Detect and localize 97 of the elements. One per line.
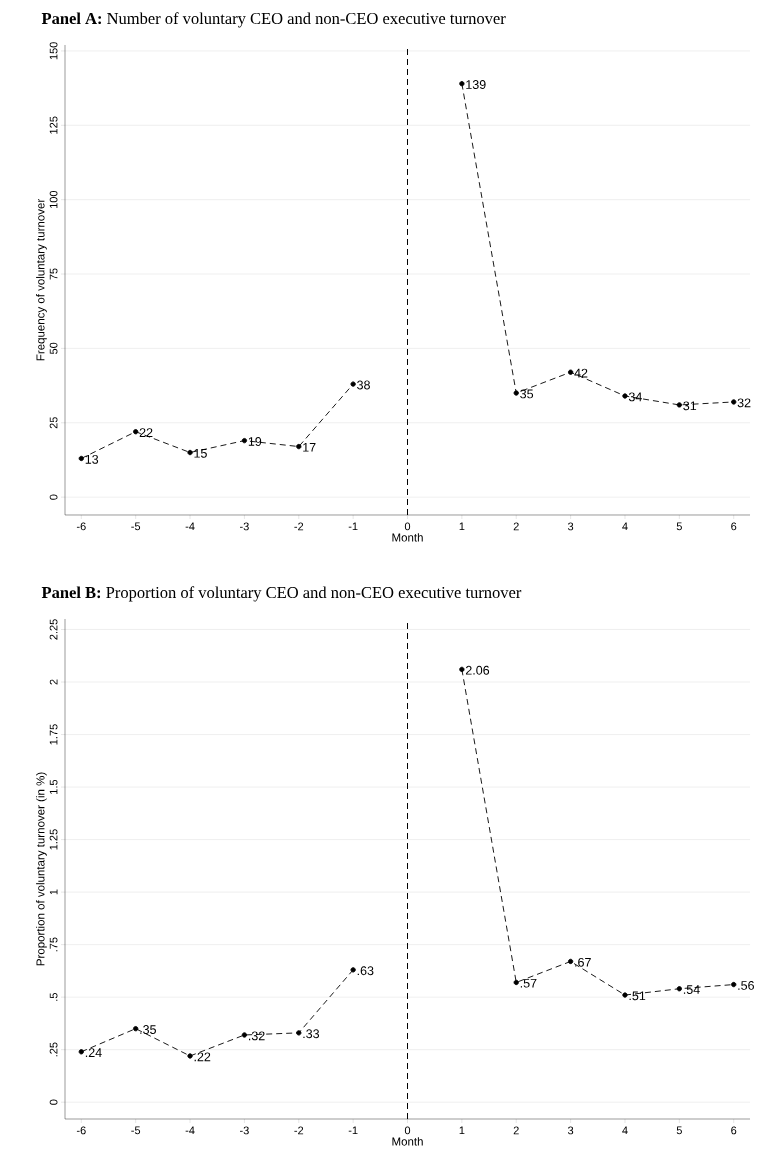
point: [622, 992, 628, 998]
point: [296, 443, 302, 450]
y-tick-label: .75: [49, 937, 58, 952]
y-tick-label: 0: [49, 1099, 58, 1105]
point: [296, 1030, 302, 1036]
x-tick-label: 1: [459, 1126, 465, 1135]
x-tick-label: -1: [348, 522, 358, 531]
x-tick-label: 6: [731, 1126, 737, 1135]
point: [78, 1049, 84, 1055]
data-label: 17: [303, 443, 316, 452]
y-tick-label: 125: [49, 116, 58, 134]
point: [676, 402, 682, 408]
data-label: 139: [466, 80, 486, 89]
data-label: 22: [139, 428, 153, 437]
chart-title: Panel A: Number of voluntary CEO and non-CEO executive turnover: [41, 12, 506, 28]
y-tick-label: 2.25: [49, 619, 58, 640]
point: [459, 81, 465, 87]
data-label: 19: [248, 437, 262, 446]
x-tick-label: -6: [76, 1126, 86, 1135]
data-label: .56: [738, 981, 754, 990]
point: [187, 449, 193, 456]
data-label: .63: [357, 966, 374, 976]
x-tick-label: -6: [76, 522, 86, 531]
x-tick-label: 2: [513, 1126, 519, 1135]
x-tick-label: -2: [294, 522, 304, 531]
point: [622, 393, 628, 399]
x-tick-label: 0: [404, 522, 411, 531]
chart-title: Panel B: Proportion of voluntary CEO and non-CEO executive turnover: [41, 586, 522, 602]
point: [187, 1053, 193, 1059]
point: [731, 981, 737, 988]
data-label: .22: [194, 1052, 211, 1062]
point: [567, 958, 574, 965]
data-label: 42: [574, 368, 588, 378]
x-tick-label: 3: [567, 1126, 574, 1135]
y-tick-label: 50: [49, 342, 58, 355]
data-label: .54: [683, 985, 700, 994]
data-label: 35: [520, 389, 534, 399]
data-label: .33: [303, 1029, 320, 1039]
y-tick-label: 1: [49, 889, 58, 895]
y-axis-title: Frequency of voluntary turnover: [36, 199, 47, 361]
y-axis-title: Proportion of voluntary turnover (in %): [36, 772, 47, 966]
point: [350, 381, 356, 387]
data-label: .51: [629, 991, 646, 1001]
x-tick-label: 4: [622, 1126, 628, 1135]
y-tick-label: 2: [49, 679, 58, 685]
point: [513, 979, 519, 986]
y-tick-label: .5: [49, 993, 58, 1001]
data-label: .67: [575, 957, 591, 967]
data-label: .57: [520, 978, 537, 988]
y-tick-label: 1.5: [49, 779, 58, 794]
y-tick-label: 1.25: [49, 829, 58, 850]
point: [241, 1032, 248, 1038]
x-tick-label: 6: [731, 522, 737, 531]
x-tick-label: 2: [513, 522, 519, 531]
point: [676, 986, 682, 992]
point: [567, 369, 574, 375]
y-tick-label: 100: [49, 190, 58, 209]
x-tick-label: -5: [131, 522, 141, 531]
x-tick-label: 5: [676, 1126, 682, 1135]
x-tick-label: 3: [567, 522, 574, 531]
x-tick-label: 4: [622, 522, 628, 531]
x-tick-label: 1: [459, 522, 465, 531]
x-tick-label: -1: [348, 1126, 358, 1135]
data-label: 15: [194, 448, 207, 458]
point: [731, 399, 737, 405]
x-tick-label: -5: [131, 1126, 141, 1135]
point: [133, 1026, 139, 1032]
point: [350, 967, 356, 973]
point: [241, 437, 248, 444]
x-tick-label: -3: [240, 1126, 249, 1135]
y-tick-label: 0: [49, 494, 58, 500]
x-tick-label: -4: [185, 522, 195, 531]
x-tick-label: -2: [294, 1126, 304, 1135]
y-tick-label: .25: [49, 1042, 58, 1057]
data-label: .24: [85, 1048, 102, 1057]
x-tick-label: 5: [676, 522, 682, 531]
y-tick-label: 75: [49, 268, 58, 280]
data-label: 34: [628, 392, 642, 402]
data-label: 38: [357, 380, 370, 390]
y-tick-label: 25: [49, 417, 58, 429]
x-axis-title: Month: [392, 533, 423, 542]
data-label: 32: [737, 398, 751, 408]
data-label: .35: [140, 1025, 156, 1034]
data-label: 13: [85, 454, 99, 464]
x-tick-label: -4: [185, 1126, 195, 1135]
data-label: 2.06: [465, 665, 490, 675]
x-tick-label: 0: [404, 1126, 411, 1135]
y-tick-label: 150: [49, 42, 58, 60]
x-axis-title: Month: [392, 1137, 423, 1146]
point: [133, 429, 139, 435]
point: [513, 390, 519, 396]
y-tick-label: 1.75: [49, 724, 58, 745]
point: [459, 666, 465, 673]
data-label: 31: [683, 401, 697, 411]
point: [78, 455, 84, 462]
x-tick-label: -3: [240, 522, 249, 531]
data-label: .32: [249, 1031, 265, 1041]
